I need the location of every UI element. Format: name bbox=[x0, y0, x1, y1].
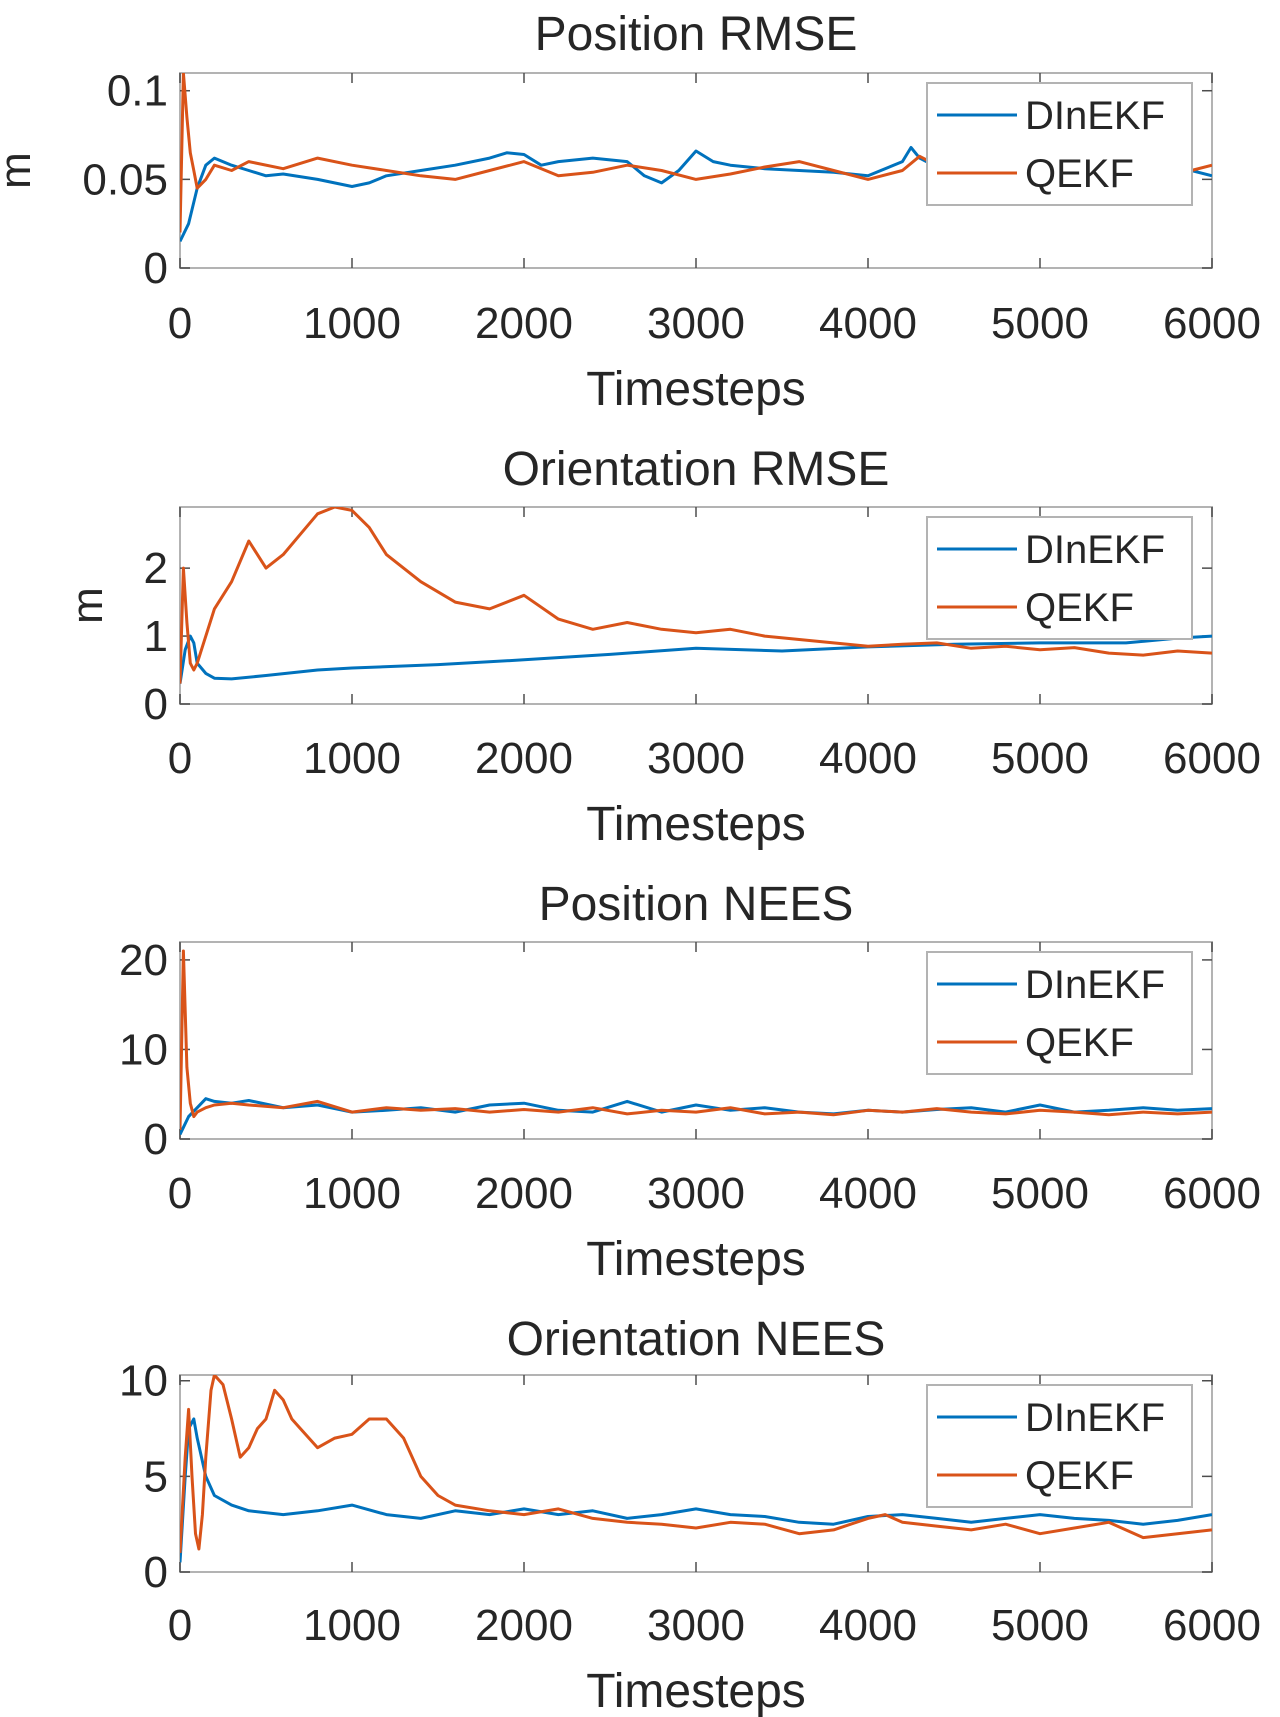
series-line-qekf bbox=[180, 1375, 1212, 1553]
x-tick-label: 6000 bbox=[1163, 299, 1261, 348]
series-line-qekf bbox=[180, 949, 1212, 1131]
legend: DInEKF QEKF bbox=[926, 951, 1193, 1075]
x-tick-label: 1000 bbox=[303, 1169, 401, 1218]
legend-box bbox=[926, 82, 1193, 206]
y-tick-label: 0.05 bbox=[82, 155, 168, 204]
y-axis-label: m bbox=[0, 152, 40, 189]
x-tick-label: 0 bbox=[168, 1169, 192, 1218]
chart-title: Orientation RMSE bbox=[503, 443, 890, 496]
x-tick-label: 2000 bbox=[475, 1169, 573, 1218]
y-tick-label: 0 bbox=[144, 1548, 168, 1597]
y-tick-label: 0 bbox=[144, 244, 168, 293]
chart-panel-3: 0 1000 2000 3000 4000 5000 6000 0 10 20 Position N… bbox=[119, 878, 1261, 1286]
x-tick-label: 6000 bbox=[1163, 734, 1261, 783]
legend: DInEKF QEKF bbox=[926, 82, 1193, 206]
x-tick-label: 3000 bbox=[647, 1169, 745, 1218]
x-tick-label: 5000 bbox=[991, 299, 1089, 348]
x-axis-label: Timesteps bbox=[586, 1233, 806, 1286]
x-tick-label: 0 bbox=[168, 734, 192, 783]
y-tick-label: 10 bbox=[119, 1357, 168, 1406]
legend-label-dinekf: DInEKF bbox=[1025, 528, 1165, 572]
x-tick-label: 1000 bbox=[303, 299, 401, 348]
x-tick-label: 5000 bbox=[991, 734, 1089, 783]
x-tick-label: 2000 bbox=[475, 1601, 573, 1650]
legend-label-dinekf: DInEKF bbox=[1025, 1396, 1165, 1440]
x-tick-label: 4000 bbox=[819, 299, 917, 348]
x-tick-label: 0 bbox=[168, 299, 192, 348]
series-line-dinekf bbox=[180, 1097, 1212, 1136]
x-tick-label: 6000 bbox=[1163, 1169, 1261, 1218]
x-tick-label: 1000 bbox=[303, 734, 401, 783]
x-tick-label: 3000 bbox=[647, 1601, 745, 1650]
chart-panel-4: 0 1000 2000 3000 4000 5000 6000 0 5 10 Orientation… bbox=[119, 1313, 1261, 1717]
y-tick-label: 2 bbox=[144, 544, 168, 593]
y-tick-label: 20 bbox=[119, 936, 168, 985]
legend-label-dinekf: DInEKF bbox=[1025, 94, 1165, 138]
chart-panel-2: 0 1000 2000 3000 4000 5000 6000 0 1 2 Orientation … bbox=[63, 443, 1261, 851]
series-line-qekf bbox=[180, 507, 1212, 684]
y-tick-label: 0 bbox=[144, 680, 168, 729]
x-tick-label: 4000 bbox=[819, 1601, 917, 1650]
x-tick-label: 6000 bbox=[1163, 1601, 1261, 1650]
legend: DInEKF QEKF bbox=[926, 1384, 1193, 1508]
legend: DInEKF QEKF bbox=[926, 516, 1193, 640]
x-axis-label: Timesteps bbox=[586, 798, 806, 851]
x-tick-label: 5000 bbox=[991, 1601, 1089, 1650]
chart-title: Position RMSE bbox=[535, 8, 858, 61]
y-tick-label: 0 bbox=[144, 1115, 168, 1164]
legend-box bbox=[926, 951, 1193, 1075]
legend-box bbox=[926, 1384, 1193, 1508]
y-tick-label: 5 bbox=[144, 1452, 168, 1501]
legend-box bbox=[926, 516, 1193, 640]
x-tick-label: 5000 bbox=[991, 1169, 1089, 1218]
x-tick-label: 3000 bbox=[647, 734, 745, 783]
legend-label-qekf: QEKF bbox=[1025, 1454, 1134, 1498]
x-tick-label: 0 bbox=[168, 1601, 192, 1650]
chart-title: Orientation NEES bbox=[507, 1313, 886, 1366]
series-line-dinekf bbox=[180, 634, 1212, 684]
chart-panel-1: 0 1000 2000 3000 4000 5000 6000 0 0.05 0.1 Positio… bbox=[0, 8, 1261, 416]
legend-label-qekf: QEKF bbox=[1025, 586, 1134, 630]
chart-title: Position NEES bbox=[539, 878, 854, 931]
x-axis-label: Timesteps bbox=[586, 1665, 806, 1717]
y-tick-label: 1 bbox=[144, 612, 168, 661]
x-tick-label: 4000 bbox=[819, 734, 917, 783]
x-axis-label: Timesteps bbox=[586, 363, 806, 416]
y-tick-label: 0.1 bbox=[107, 67, 168, 116]
x-tick-label: 1000 bbox=[303, 1601, 401, 1650]
y-tick-label: 10 bbox=[119, 1025, 168, 1074]
series-line-dinekf bbox=[180, 1417, 1212, 1563]
x-tick-label: 2000 bbox=[475, 299, 573, 348]
legend-label-qekf: QEKF bbox=[1025, 1021, 1134, 1065]
x-tick-label: 3000 bbox=[647, 299, 745, 348]
x-tick-label: 2000 bbox=[475, 734, 573, 783]
legend-label-qekf: QEKF bbox=[1025, 152, 1134, 196]
x-tick-label: 4000 bbox=[819, 1169, 917, 1218]
y-axis-label: m bbox=[63, 587, 112, 624]
legend-label-dinekf: DInEKF bbox=[1025, 963, 1165, 1007]
